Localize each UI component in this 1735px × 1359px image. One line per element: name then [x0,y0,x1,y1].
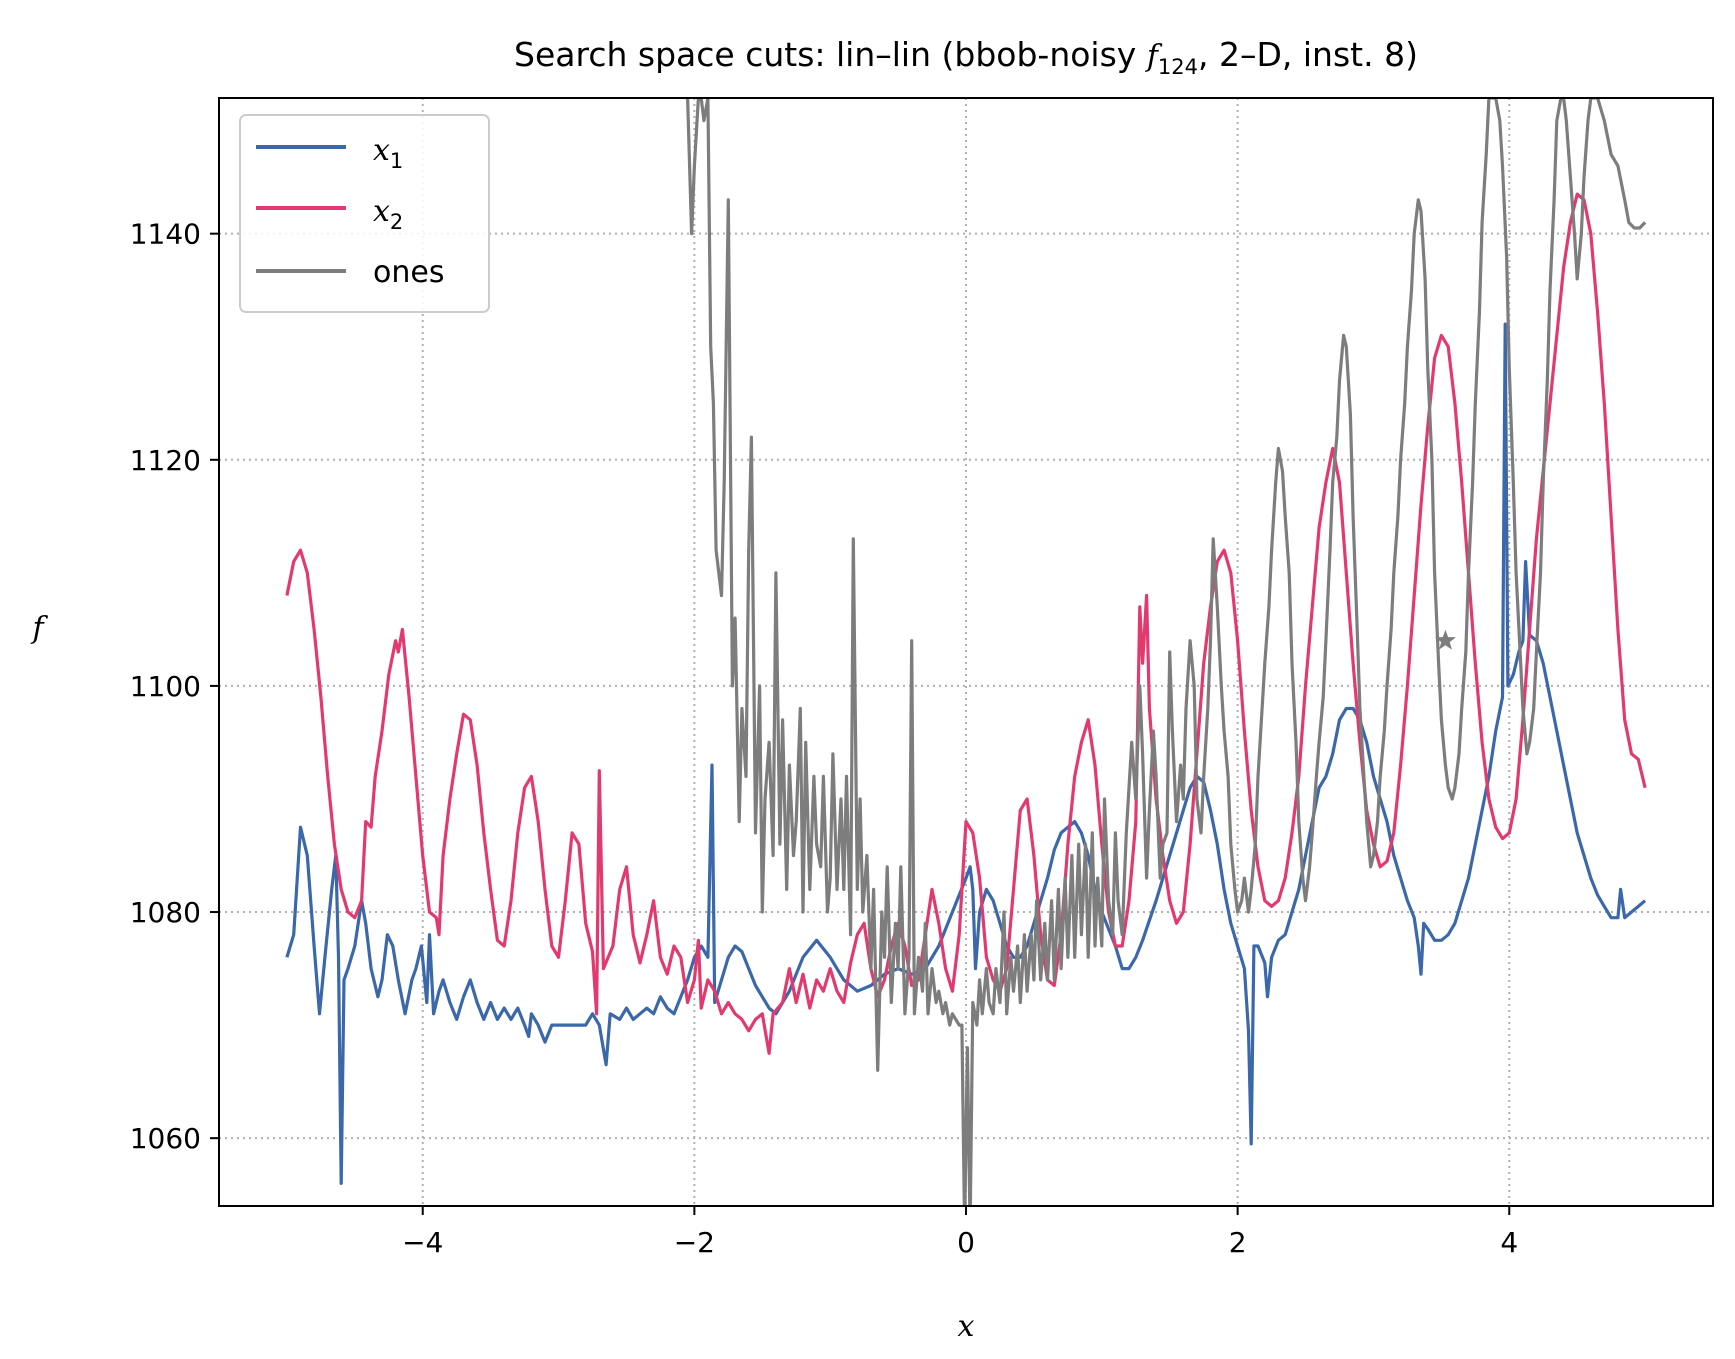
x-tick-label: 0 [957,1226,975,1259]
y-tick-label: 1060 [130,1122,201,1155]
x-tick-label: −4 [402,1226,443,1259]
x-tick-label: 4 [1500,1226,1518,1259]
y-tick-label: 1140 [130,218,201,251]
series-line-x2 [285,192,1647,1055]
y-axis-ticks: 1060 1080 1100 1120 1140 [130,218,219,1155]
series-line-x1 [285,322,1647,1185]
series-layer [285,98,1647,1206]
y-tick-label: 1120 [130,444,201,477]
y-axis-label: f [30,611,48,646]
legend: x1 x2 ones [239,114,490,313]
legend-label-ones: ones [373,255,444,290]
legend-box [239,114,490,313]
x-tick-label: −2 [674,1226,715,1259]
optimum-star-marker [1435,629,1456,650]
legend-label-x1: x1 [373,133,403,173]
annotation-layer [1435,629,1456,650]
x-tick-label: 2 [1229,1226,1247,1259]
x-axis-ticks: −4 −2 0 2 4 [402,1206,1518,1259]
y-tick-label: 1080 [130,896,201,929]
series-line-ones [686,98,1647,1206]
x-axis-label: x [958,1309,975,1344]
chart-title: Search space cuts: lin–lin (bbob-noisy f… [514,35,1418,79]
y-tick-label: 1100 [130,670,201,703]
legend-label-x2: x2 [373,194,403,234]
